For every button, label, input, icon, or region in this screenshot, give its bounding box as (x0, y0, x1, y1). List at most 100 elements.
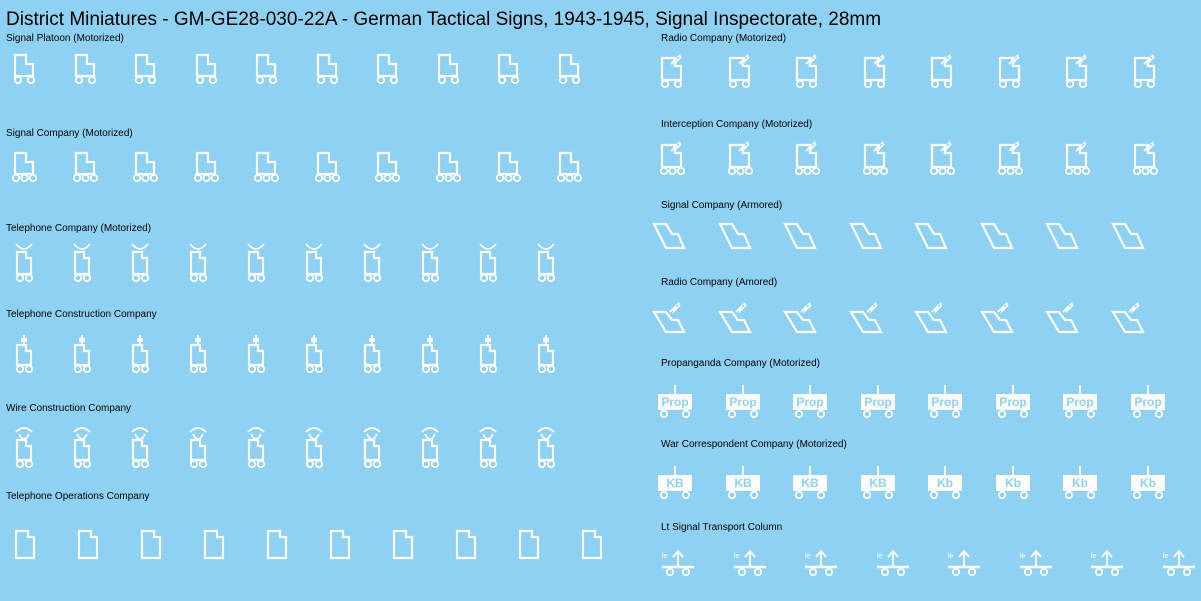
radio-flag-wheels-3-icon (862, 141, 888, 176)
svg-text:le: le (1020, 553, 1026, 560)
flag-notched-icon (266, 529, 288, 560)
radio-flag-wheels-2-icon (1065, 54, 1088, 89)
flag-wheels-3-icon (253, 151, 280, 183)
transport-column-icon: le (733, 549, 766, 577)
flag-wheels-3-icon (11, 151, 38, 183)
svg-text:KB: KB (734, 476, 752, 490)
radio-flag-wheels-2-icon (863, 54, 885, 89)
slanted-flag-icon (848, 222, 883, 250)
transport-column-icon: le (1019, 549, 1052, 577)
kb-cart-icon: KB (860, 466, 895, 500)
telephone-pole-wheels-icon (247, 335, 266, 374)
telephone-arc-wheels-icon (479, 427, 498, 469)
section-label-war-correspondent-company-motorized: War Correspondent Company (Motorized) (661, 439, 847, 450)
section-label-propaganda-company-motorized: Propanganda Company (Motorized) (661, 358, 820, 369)
svg-text:le: le (734, 553, 740, 560)
flag-notched-icon (455, 529, 477, 560)
telephone-arc-wheels-icon (537, 427, 556, 469)
flag-notched-icon (14, 529, 36, 560)
radio-flag-wheels-3-icon (1064, 141, 1091, 176)
prop-cart-icon: Prop (658, 385, 692, 419)
svg-text:Prop: Prop (999, 395, 1026, 409)
radio-flag-wheels-3-icon (659, 141, 686, 176)
svg-text:Kb: Kb (937, 476, 953, 490)
transport-column-icon: le (1091, 549, 1123, 577)
flag-wheels-2-icon (497, 53, 520, 85)
page-title: District Miniatures - GM-GE28-030-22A - … (6, 9, 882, 30)
flag-notched-icon (518, 529, 540, 560)
section-label-lt-signal-transport-column: Lt Signal Transport Column (661, 522, 783, 533)
flag-notched-icon (581, 529, 603, 560)
telephone-pole-wheels-icon (479, 335, 498, 374)
section-label-signal-platoon-motorized: Signal Platoon (Motorized) (6, 33, 124, 44)
telephone-pole-wheels-icon (537, 335, 556, 374)
section-label-telephone-construction-company: Telephone Construction Company (6, 309, 157, 320)
transport-column-icon: le (876, 549, 909, 577)
kb-cart-icon: Kb (928, 466, 962, 500)
radio-flag-wheels-2-icon (1133, 54, 1155, 89)
radio-flag-wheels-2-icon (660, 54, 683, 89)
transport-column-icon: le (1162, 549, 1195, 577)
section-label-interception-company-motorized: Interception Company (Motorized) (661, 119, 813, 130)
svg-text:Prop: Prop (1066, 395, 1093, 409)
flag-notched-icon (77, 529, 99, 560)
prop-cart-icon: Prop (860, 385, 895, 419)
slanted-radio-flag-icon (717, 302, 752, 334)
telephone-u-wheels-icon (15, 243, 34, 283)
telephone-pole-wheels-icon (73, 335, 92, 374)
svg-text:Prop: Prop (931, 395, 958, 409)
radio-flag-wheels-3-icon (1132, 141, 1158, 176)
flag-wheels-2-icon (13, 53, 36, 85)
telephone-arc-wheels-icon (247, 427, 266, 469)
transport-column-icon: le (805, 549, 837, 577)
svg-text:Prop: Prop (729, 395, 756, 409)
slanted-radio-flag-icon (979, 302, 1014, 334)
svg-text:KB: KB (666, 476, 684, 490)
transport-column-icon: le (948, 549, 980, 577)
slanted-flag-icon (914, 222, 948, 250)
flag-notched-icon (392, 529, 414, 560)
flag-wheels-2-icon (195, 53, 217, 85)
flag-wheels-3-icon (72, 151, 98, 183)
flag-wheels-3-icon (556, 151, 582, 183)
slanted-radio-flag-icon (848, 302, 883, 334)
telephone-arc-wheels-icon (305, 427, 324, 469)
svg-text:KB: KB (869, 476, 887, 490)
telephone-u-wheels-icon (305, 243, 324, 283)
radio-flag-wheels-2-icon (728, 54, 750, 89)
flag-wheels-2-icon (74, 53, 96, 85)
kb-cart-icon: KB (725, 466, 760, 500)
flag-wheels-3-icon (495, 151, 522, 183)
telephone-arc-wheels-icon (363, 427, 382, 469)
flag-notched-icon (140, 529, 162, 560)
flag-wheels-3-icon (132, 151, 159, 183)
prop-cart-icon: Prop (1130, 385, 1165, 419)
telephone-pole-wheels-icon (421, 335, 440, 374)
flag-wheels-2-icon (376, 53, 399, 85)
svg-text:le: le (1163, 553, 1169, 560)
svg-text:Kb: Kb (1140, 476, 1156, 490)
kb-cart-icon: KB (658, 466, 692, 500)
svg-text:le: le (805, 553, 811, 560)
telephone-arc-wheels-icon (421, 427, 440, 469)
section-label-telephone-company-motorized: Telephone Company (Motorized) (6, 223, 152, 234)
radio-flag-wheels-3-icon (929, 141, 956, 176)
slanted-flag-icon (1110, 222, 1145, 250)
prop-cart-icon: Prop (995, 385, 1030, 419)
svg-text:KB: KB (801, 476, 819, 490)
svg-text:le: le (662, 553, 668, 560)
telephone-u-wheels-icon (131, 243, 150, 283)
prop-cart-icon: Prop (793, 385, 827, 419)
flag-wheels-2-icon (558, 53, 580, 85)
prop-cart-icon: Prop (725, 385, 760, 419)
flag-notched-icon (203, 529, 225, 560)
kb-cart-icon: Kb (1063, 466, 1097, 500)
flag-notched-icon (329, 529, 351, 560)
radio-flag-wheels-3-icon (997, 141, 1023, 176)
telephone-u-wheels-icon (537, 243, 556, 283)
flag-wheels-2-icon (134, 53, 157, 85)
section-label-radio-company-armored: Radio Company (Amored) (661, 277, 778, 288)
telephone-u-wheels-icon (189, 243, 208, 283)
slanted-flag-icon (717, 222, 752, 250)
svg-text:Prop: Prop (661, 395, 688, 409)
